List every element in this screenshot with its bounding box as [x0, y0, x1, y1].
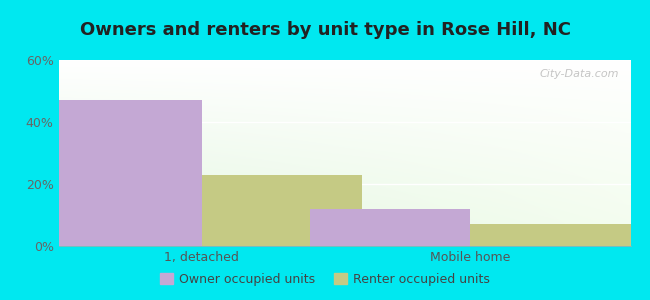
Legend: Owner occupied units, Renter occupied units: Owner occupied units, Renter occupied un…: [155, 268, 495, 291]
Bar: [202, 175, 361, 246]
Bar: [310, 209, 471, 246]
Bar: [471, 224, 630, 246]
Text: City-Data.com: City-Data.com: [540, 69, 619, 79]
Bar: [42, 100, 202, 246]
Text: Owners and renters by unit type in Rose Hill, NC: Owners and renters by unit type in Rose …: [79, 21, 571, 39]
